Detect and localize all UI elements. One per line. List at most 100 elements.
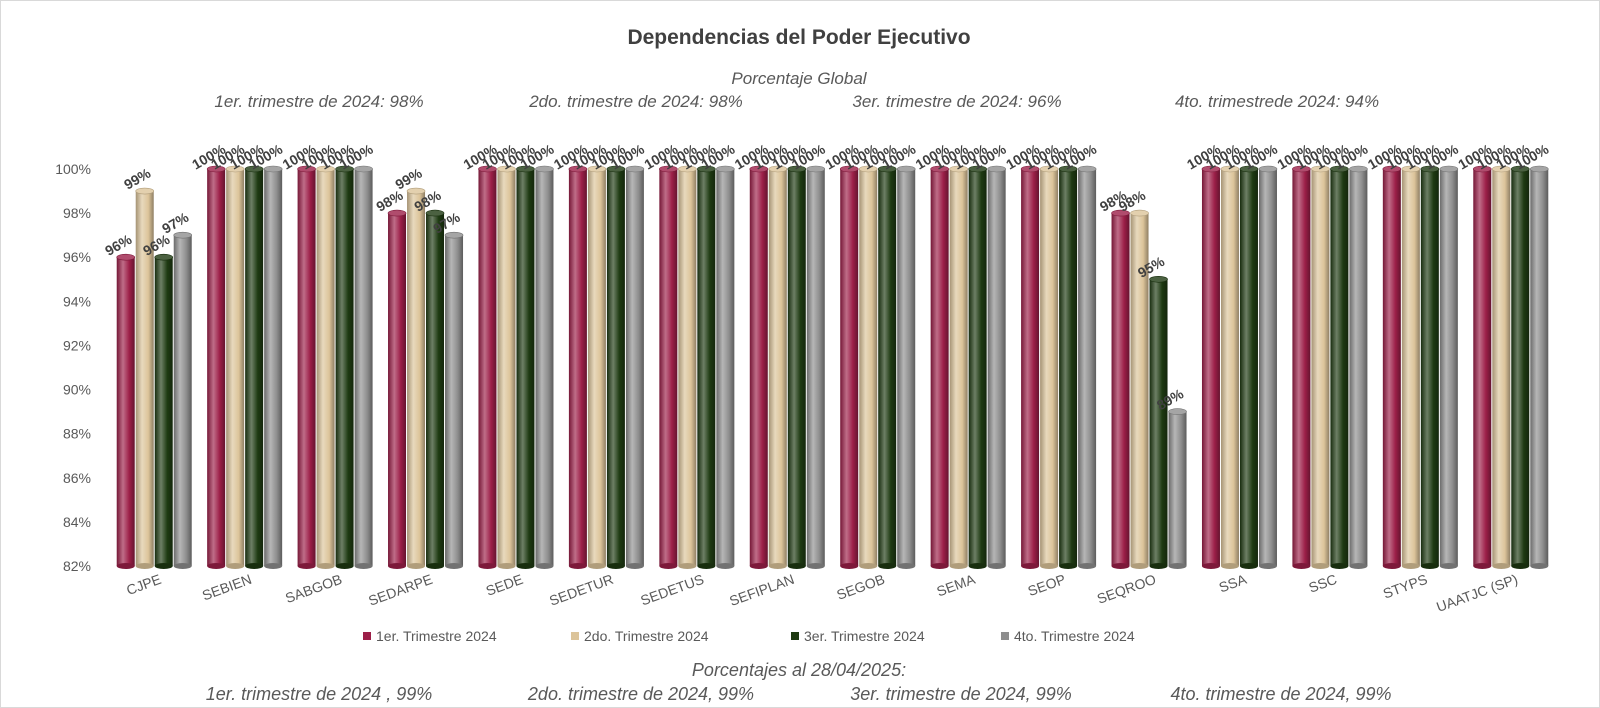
bar <box>497 165 516 569</box>
legend-item: 1er. Trimestre 2024 <box>363 628 497 644</box>
bar <box>173 231 193 569</box>
bar <box>858 165 878 569</box>
legend-swatch <box>363 632 371 640</box>
bar <box>1220 165 1240 569</box>
y-tick-label: 96% <box>63 249 91 265</box>
bar <box>697 165 716 569</box>
bar <box>1510 165 1530 569</box>
chart-title: Dependencias del Poder Ejecutivo <box>627 26 970 49</box>
y-tick-label: 90% <box>63 382 91 398</box>
x-tick-label: SEMA <box>934 571 977 600</box>
y-tick-label: 86% <box>63 470 91 486</box>
bar <box>1201 165 1221 569</box>
bar <box>1472 165 1492 569</box>
x-tick-label: STYPS <box>1381 571 1430 602</box>
bar <box>406 187 426 569</box>
bottom-annotation-1: 1er. trimestre de 2024 , 99% <box>206 684 432 704</box>
bar <box>1311 165 1330 569</box>
bar <box>1529 165 1549 569</box>
bar <box>896 165 916 569</box>
bar <box>297 165 316 569</box>
bar <box>1077 165 1097 569</box>
bar <box>1439 165 1459 569</box>
top-annotation-2: 2do. trimestre de 2024: 98% <box>528 92 743 111</box>
bar <box>1420 165 1440 569</box>
x-tick-label: SEBIEN <box>200 571 254 604</box>
bottom-annotation-2: 2do. trimestre de 2024, 99% <box>527 684 754 704</box>
y-tick-label: 94% <box>63 293 91 309</box>
bar <box>263 165 283 569</box>
bar <box>625 165 645 569</box>
bar <box>659 165 678 569</box>
bar <box>154 253 174 569</box>
bar <box>1239 165 1259 569</box>
bar <box>478 165 497 569</box>
bar <box>1382 165 1402 569</box>
bar <box>316 165 335 569</box>
y-tick-label: 100% <box>55 161 91 177</box>
bar <box>1039 165 1059 569</box>
legend-item: 2do. Trimestre 2024 <box>571 628 709 644</box>
bar <box>1111 209 1130 569</box>
legend-label: 3er. Trimestre 2024 <box>804 628 925 644</box>
bar <box>1401 165 1421 569</box>
x-tick-label: CJPE <box>124 571 163 598</box>
bottom-annotation-4: 4to. trimestre de 2024, 99% <box>1170 684 1391 704</box>
bar <box>444 231 464 569</box>
x-tick-label: SEQROO <box>1095 571 1158 607</box>
bar <box>716 165 735 569</box>
bar <box>335 165 354 569</box>
bar <box>839 165 859 569</box>
bar <box>354 165 373 569</box>
x-tick-label: SABGOB <box>283 571 344 606</box>
x-tick-label: SSA <box>1217 571 1249 596</box>
bar <box>535 165 554 569</box>
y-tick-label: 92% <box>63 337 91 353</box>
y-tick-label: 82% <box>63 558 91 574</box>
x-tick-label: UAATJC (SP) <box>1434 571 1520 615</box>
top-annotation-3: 3er. trimestre de 2024: 96% <box>852 92 1061 111</box>
legend-label: 4to. Trimestre 2024 <box>1014 628 1135 644</box>
legend-swatch <box>571 632 579 640</box>
bar <box>587 165 607 569</box>
bar <box>1349 165 1368 569</box>
bar <box>225 165 245 569</box>
legend-item: 4to. Trimestre 2024 <box>1001 628 1135 644</box>
bottom-heading: Porcentajes al 28/04/2025: <box>692 660 906 680</box>
x-tick-label: SSC <box>1306 571 1339 596</box>
bar <box>1330 165 1349 569</box>
bar <box>787 165 807 569</box>
y-tick-label: 88% <box>63 426 91 442</box>
bar <box>1292 165 1311 569</box>
x-tick-label: SEOP <box>1026 571 1068 599</box>
bar <box>987 165 1006 569</box>
bar <box>206 165 226 569</box>
chart-subtitle: Porcentaje Global <box>731 69 867 88</box>
bottom-annotation-3: 3er. trimestre de 2024, 99% <box>850 684 1071 704</box>
bar <box>387 209 407 569</box>
x-tick-label: SEDARPE <box>366 571 434 609</box>
bar <box>1258 165 1278 569</box>
bar <box>768 165 788 569</box>
bar <box>1491 165 1511 569</box>
y-tick-label: 84% <box>63 514 91 530</box>
bar <box>1168 408 1187 569</box>
legend-label: 1er. Trimestre 2024 <box>376 628 497 644</box>
x-tick-label: SEFIPLAN <box>727 571 796 609</box>
legend-swatch <box>1001 632 1009 640</box>
bar <box>568 165 588 569</box>
x-tick-label: SEDE <box>484 571 525 599</box>
bar <box>244 165 264 569</box>
legend-label: 2do. Trimestre 2024 <box>584 628 709 644</box>
bar <box>1020 165 1040 569</box>
legend-swatch <box>791 632 799 640</box>
bar <box>606 165 626 569</box>
bar <box>1058 165 1078 569</box>
bar <box>678 165 697 569</box>
bar <box>930 165 949 569</box>
top-annotation-1: 1er. trimestre de 2024: 98% <box>214 92 423 111</box>
legend-item: 3er. Trimestre 2024 <box>791 628 925 644</box>
bar <box>1149 275 1168 569</box>
